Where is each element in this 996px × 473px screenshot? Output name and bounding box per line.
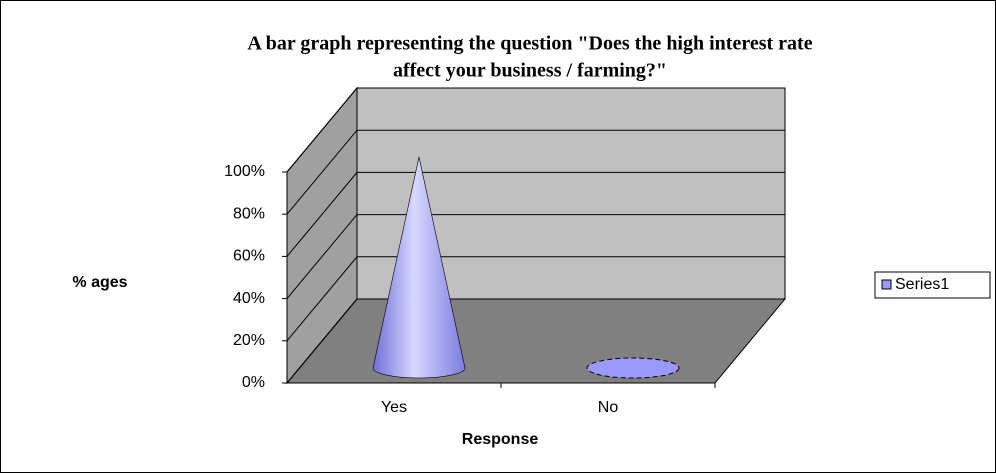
grid-line bbox=[286, 129, 785, 215]
legend-swatch bbox=[881, 279, 892, 290]
x-tick-label: No bbox=[598, 399, 619, 416]
x-tick-label: Yes bbox=[381, 399, 407, 416]
x-axis-title: Response bbox=[462, 431, 539, 448]
grid-line bbox=[286, 171, 785, 257]
chart-title: A bar graph representing the question "D… bbox=[247, 33, 812, 55]
grid-line bbox=[286, 214, 785, 299]
grid-line bbox=[286, 256, 785, 342]
y-tick-label: 20% bbox=[233, 332, 265, 349]
y-tick-label: 80% bbox=[233, 205, 265, 222]
cone bbox=[586, 357, 680, 379]
legend-box bbox=[874, 271, 991, 299]
grid-line bbox=[286, 87, 785, 173]
floor bbox=[285, 298, 787, 384]
chart-title: affect your business / farming?" bbox=[393, 60, 667, 82]
y-axis-title: % ages bbox=[72, 274, 127, 291]
y-tick-label: 100% bbox=[224, 163, 265, 180]
y-tick-label: 60% bbox=[233, 248, 265, 265]
grid-line bbox=[286, 298, 785, 384]
y-tick-label: 40% bbox=[233, 290, 265, 307]
legend-label: Series1 bbox=[895, 276, 949, 293]
cone bbox=[372, 156, 466, 379]
y-tick-label: 0% bbox=[242, 374, 265, 391]
